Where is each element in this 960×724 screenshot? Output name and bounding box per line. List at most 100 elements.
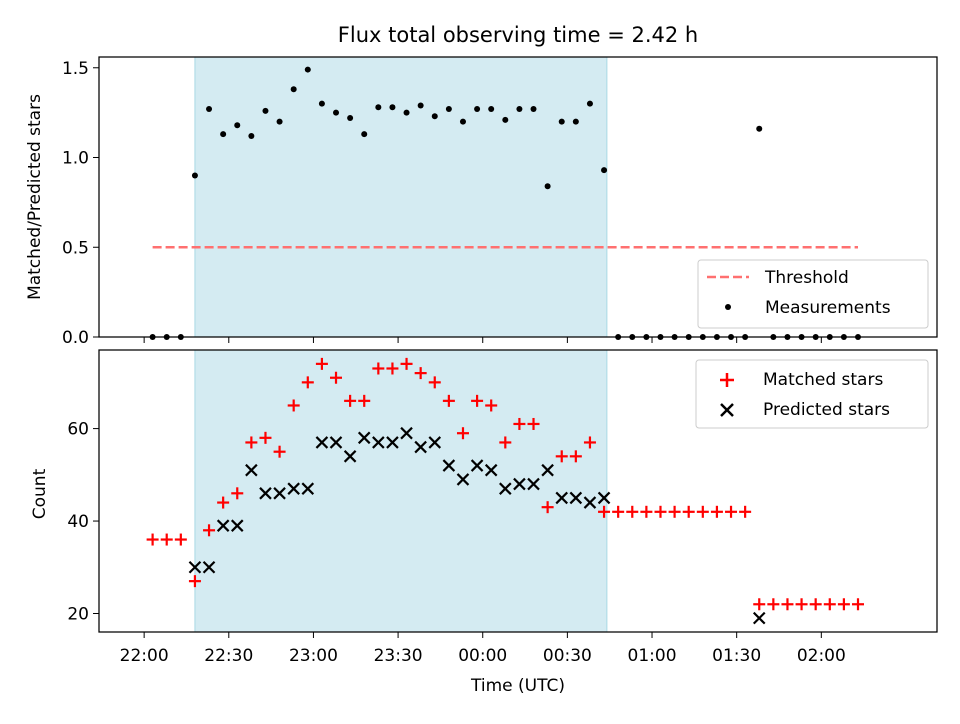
predicted-star-point — [484, 463, 498, 477]
matched-star-point — [273, 445, 286, 458]
predicted-star-point — [470, 459, 484, 472]
measurement-point — [234, 122, 241, 129]
matched-star-point — [231, 487, 244, 500]
matched-star-point — [612, 505, 625, 518]
x-tick-label: 22:00 — [120, 646, 169, 666]
predicted-star-point — [329, 436, 343, 449]
bottom-panel: 20 40 60 22:00 22:30 23:00 23:30 00:00 00:30 01:… — [30, 349, 938, 696]
predicted-star-point — [372, 436, 385, 449]
predicted-star-point — [301, 482, 315, 495]
measurement-point — [530, 106, 537, 113]
matched-star-point — [358, 394, 371, 407]
top-x-ticks — [143, 337, 822, 343]
measurement-point — [389, 104, 396, 111]
x-tick-label: 22:30 — [204, 646, 253, 666]
matched-star-point — [442, 394, 455, 407]
predicted-star-point — [569, 491, 583, 505]
matched-star-point — [217, 496, 230, 509]
measurement-point — [191, 172, 198, 179]
predicted-star-point — [513, 477, 526, 491]
measurement-point — [445, 106, 452, 113]
matched-star-point — [428, 376, 441, 389]
bottom-axes-frame — [98, 349, 938, 633]
matched-star-point — [400, 357, 413, 370]
top-y-tick-label: 1.5 — [62, 59, 89, 79]
matched-star-point — [654, 505, 667, 518]
measurement-point — [558, 118, 565, 125]
x-tick-label: 23:00 — [289, 646, 338, 666]
measurement-point — [262, 107, 269, 114]
measurement-point — [601, 167, 608, 174]
measurement-point — [304, 66, 311, 73]
predicted-star-point — [245, 463, 258, 477]
legend-threshold-label: Threshold — [764, 268, 849, 288]
matched-star-point — [668, 505, 681, 518]
matched-star-point — [245, 436, 258, 449]
legend-predicted-label: Predicted stars — [763, 400, 890, 420]
predicted-star-point — [230, 519, 244, 532]
matched-star-point — [527, 417, 540, 430]
matched-star-point — [555, 450, 568, 463]
matched-star-point — [499, 436, 512, 449]
predicted-star-point — [315, 436, 329, 449]
matched-star-point — [485, 399, 498, 412]
bottom-y-axis-label: Count — [30, 468, 50, 519]
matched-star-point — [795, 598, 808, 611]
predicted-star-point — [583, 496, 597, 509]
matched-star-point — [640, 505, 653, 518]
x-tick-label: 23:30 — [374, 646, 423, 666]
measurement-point — [206, 106, 213, 113]
observing-window-top — [194, 56, 608, 338]
matched-star-point — [809, 598, 822, 611]
top-panel: 0.0 0.5 1.0 1.5 Matched/Predicted stars Thr… — [25, 56, 938, 348]
predicted-star-point — [414, 440, 427, 454]
matched-star-point — [682, 505, 695, 518]
measurement-point — [276, 118, 283, 125]
matched-star-point — [344, 394, 357, 407]
x-tick-label: 01:30 — [712, 646, 761, 666]
predicted-star-point — [273, 487, 286, 500]
measurement-point — [375, 104, 382, 111]
measurement-point — [586, 100, 593, 107]
matched-star-point — [837, 598, 850, 611]
predicted-star-point — [499, 482, 512, 495]
bottom-y-tick-label: 40 — [67, 512, 89, 532]
x-axis-label: Time (UTC) — [470, 676, 565, 696]
predicted-star-point — [527, 477, 540, 491]
x-tick-label: 00:30 — [543, 646, 592, 666]
matched-star-point — [781, 598, 794, 611]
measurement-point — [248, 132, 255, 139]
matched-star-point — [541, 501, 554, 514]
measurement-point — [290, 86, 297, 93]
bottom-legend: Matched stars Predicted stars — [695, 359, 929, 429]
measurement-point — [516, 106, 523, 113]
predicted-star-point — [188, 561, 202, 574]
top-legend: Threshold Measurements — [697, 259, 929, 329]
predicted-star-point — [343, 450, 357, 463]
matched-star-point — [146, 533, 159, 546]
predicted-star-point — [259, 487, 272, 500]
measurement-point — [361, 131, 368, 138]
predicted-star-point — [400, 426, 413, 440]
matched-star-point — [710, 505, 723, 518]
legend-matched-swatch — [720, 373, 734, 387]
top-y-tick-label: 0.0 — [62, 328, 89, 348]
measurement-point — [417, 102, 424, 109]
measurement-point — [502, 116, 509, 123]
predicted-star-point — [287, 482, 300, 495]
predicted-star-point — [386, 436, 399, 449]
predicted-star-point — [597, 491, 611, 505]
matched-star-point — [513, 417, 526, 430]
matched-star-point — [203, 524, 216, 537]
legend-matched-label: Matched stars — [763, 370, 883, 390]
predicted-star-point — [456, 473, 470, 486]
bottom-x-ticks: 22:00 22:30 23:00 23:30 00:00 00:30 01:00 01:30… — [120, 632, 846, 666]
x-tick-label: 01:00 — [628, 646, 677, 666]
top-legend-box — [697, 259, 929, 329]
matched-stars-layer — [146, 357, 864, 611]
matched-star-point — [696, 505, 709, 518]
matched-star-point — [583, 436, 596, 449]
matched-star-point — [569, 450, 582, 463]
predicted-star-point — [216, 519, 230, 532]
